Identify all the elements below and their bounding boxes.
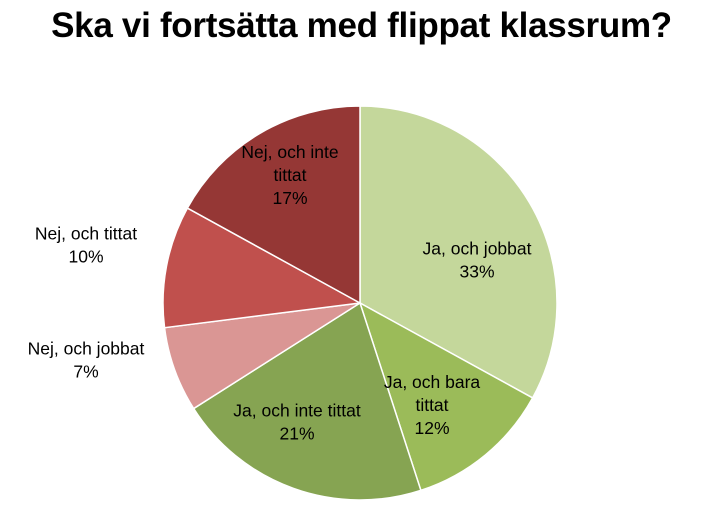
slice-label: Ja, och inte tittat 21% [233,401,361,444]
slice-category-label: tittat [415,395,448,415]
slice-category-label: tittat [273,165,306,185]
slice-category-label: Nej, och inte [241,142,338,162]
slice-value-label: 33% [459,262,494,282]
slice-category-label: Nej, och jobbat [28,339,145,359]
slice-category-label: Ja, och bara [384,372,481,392]
pie-labels: Ja, och jobbat 33%Ja, och bara tittat 12%Ja… [28,142,532,444]
pie-slice [186,105,361,305]
pie-slice [192,301,422,501]
pie-slice [358,301,534,492]
slice-label: Nej, och inte tittat 17% [241,142,338,208]
pie-slices [162,105,558,501]
slice-value-label: 10% [68,247,103,267]
slice-label: Nej, och tittat 10% [35,224,137,267]
slice-label: Ja, och jobbat 33% [423,239,532,282]
slice-category-label: Nej, och tittat [35,224,137,244]
slice-value-label: 7% [73,362,98,382]
slice-value-label: 21% [279,424,314,444]
slice-category-label: Ja, och inte tittat [233,401,361,421]
slice-label: Nej, och jobbat 7% [28,339,145,382]
slice-value-label: 12% [414,418,449,438]
slice-category-label: Ja, och jobbat [423,239,532,259]
pie-slice [162,207,363,329]
pie-slice [359,105,558,399]
chart-title: Ska vi fortsätta med flippat klassrum? [51,6,672,45]
slice-value-label: 17% [272,188,307,208]
slice-label: Ja, och bara tittat 12% [384,372,481,438]
